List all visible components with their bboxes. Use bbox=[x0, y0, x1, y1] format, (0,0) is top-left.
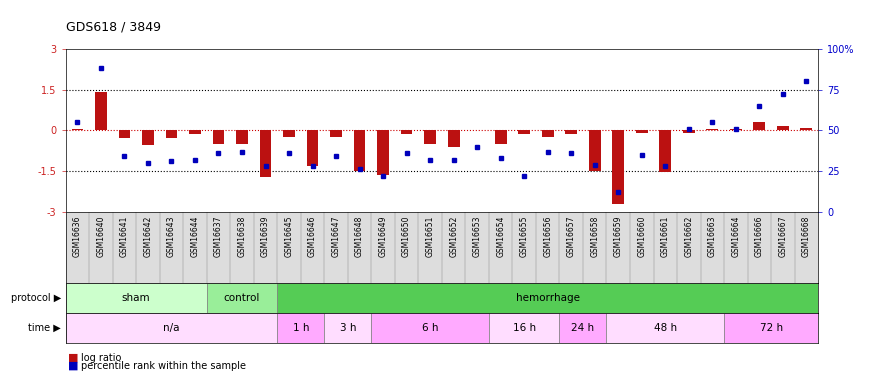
Bar bbox=[753, 122, 766, 130]
Text: GSM16658: GSM16658 bbox=[591, 215, 599, 257]
Bar bbox=[559, 313, 606, 343]
Text: GSM16640: GSM16640 bbox=[96, 215, 105, 257]
Bar bbox=[142, 130, 154, 145]
Bar bbox=[354, 130, 366, 171]
Text: hemorrhage: hemorrhage bbox=[515, 293, 580, 303]
Bar bbox=[72, 129, 83, 130]
Text: n/a: n/a bbox=[164, 323, 179, 333]
Bar bbox=[95, 92, 107, 130]
Text: ■: ■ bbox=[68, 353, 79, 363]
Bar bbox=[636, 130, 648, 133]
Bar bbox=[330, 130, 342, 137]
Text: 72 h: 72 h bbox=[760, 323, 782, 333]
Bar bbox=[66, 313, 277, 343]
Text: GSM16642: GSM16642 bbox=[144, 215, 152, 257]
Text: GDS618 / 3849: GDS618 / 3849 bbox=[66, 21, 161, 34]
Text: GSM16661: GSM16661 bbox=[661, 215, 669, 257]
Text: GSM16655: GSM16655 bbox=[520, 215, 528, 257]
Text: GSM16652: GSM16652 bbox=[449, 215, 458, 257]
Bar bbox=[118, 130, 130, 138]
Text: log ratio: log ratio bbox=[81, 353, 122, 363]
Bar bbox=[730, 129, 742, 130]
Bar bbox=[424, 130, 436, 144]
Bar bbox=[724, 313, 818, 343]
Text: GSM16657: GSM16657 bbox=[567, 215, 576, 257]
Bar bbox=[448, 130, 459, 147]
Text: ■: ■ bbox=[68, 361, 79, 370]
Bar bbox=[542, 130, 554, 137]
Text: GSM16667: GSM16667 bbox=[779, 215, 788, 257]
Text: control: control bbox=[224, 293, 260, 303]
Text: GSM16644: GSM16644 bbox=[191, 215, 200, 257]
Bar bbox=[518, 130, 530, 134]
Bar bbox=[189, 130, 201, 134]
Text: GSM16656: GSM16656 bbox=[543, 215, 552, 257]
Text: GSM16641: GSM16641 bbox=[120, 215, 129, 257]
Bar bbox=[801, 128, 812, 130]
Bar bbox=[371, 313, 489, 343]
Text: GSM16668: GSM16668 bbox=[802, 215, 811, 257]
Text: GSM16663: GSM16663 bbox=[708, 215, 717, 257]
Text: GSM16637: GSM16637 bbox=[214, 215, 223, 257]
Text: protocol ▶: protocol ▶ bbox=[11, 293, 61, 303]
Bar bbox=[306, 130, 318, 166]
Bar bbox=[489, 313, 559, 343]
Text: 1 h: 1 h bbox=[292, 323, 309, 333]
Bar bbox=[682, 130, 695, 133]
Text: 3 h: 3 h bbox=[340, 323, 356, 333]
Text: GSM16664: GSM16664 bbox=[732, 215, 740, 257]
Text: GSM16654: GSM16654 bbox=[496, 215, 505, 257]
Bar bbox=[377, 130, 389, 175]
Bar bbox=[66, 283, 206, 313]
Text: GSM16636: GSM16636 bbox=[73, 215, 82, 257]
Text: GSM16653: GSM16653 bbox=[473, 215, 481, 257]
Text: GSM16647: GSM16647 bbox=[332, 215, 340, 257]
Bar bbox=[236, 130, 248, 144]
Bar bbox=[565, 130, 578, 134]
Text: percentile rank within the sample: percentile rank within the sample bbox=[81, 361, 247, 370]
Text: 48 h: 48 h bbox=[654, 323, 677, 333]
Text: GSM16649: GSM16649 bbox=[379, 215, 388, 257]
Bar bbox=[206, 283, 277, 313]
Text: 6 h: 6 h bbox=[422, 323, 438, 333]
Bar bbox=[325, 313, 371, 343]
Text: GSM16659: GSM16659 bbox=[613, 215, 623, 257]
Bar bbox=[606, 313, 724, 343]
Bar bbox=[494, 130, 507, 144]
Bar bbox=[277, 313, 325, 343]
Text: sham: sham bbox=[122, 293, 150, 303]
Text: GSM16660: GSM16660 bbox=[637, 215, 647, 257]
Text: GSM16651: GSM16651 bbox=[425, 215, 435, 257]
Text: GSM16643: GSM16643 bbox=[167, 215, 176, 257]
Text: GSM16650: GSM16650 bbox=[402, 215, 411, 257]
Text: time ▶: time ▶ bbox=[29, 323, 61, 333]
Text: GSM16646: GSM16646 bbox=[308, 215, 317, 257]
Bar bbox=[706, 129, 718, 130]
Bar bbox=[660, 130, 671, 172]
Bar bbox=[260, 130, 271, 177]
Text: GSM16648: GSM16648 bbox=[355, 215, 364, 257]
Text: GSM16662: GSM16662 bbox=[684, 215, 693, 257]
Bar bbox=[213, 130, 224, 144]
Bar bbox=[277, 283, 818, 313]
Text: GSM16638: GSM16638 bbox=[237, 215, 247, 257]
Text: 24 h: 24 h bbox=[571, 323, 594, 333]
Bar bbox=[777, 126, 788, 130]
Bar bbox=[284, 130, 295, 137]
Text: GSM16645: GSM16645 bbox=[284, 215, 293, 257]
Text: GSM16666: GSM16666 bbox=[755, 215, 764, 257]
Bar bbox=[165, 130, 178, 138]
Text: GSM16639: GSM16639 bbox=[261, 215, 270, 257]
Bar bbox=[612, 130, 624, 204]
Text: 16 h: 16 h bbox=[513, 323, 536, 333]
Bar bbox=[401, 130, 412, 134]
Bar bbox=[589, 130, 600, 171]
